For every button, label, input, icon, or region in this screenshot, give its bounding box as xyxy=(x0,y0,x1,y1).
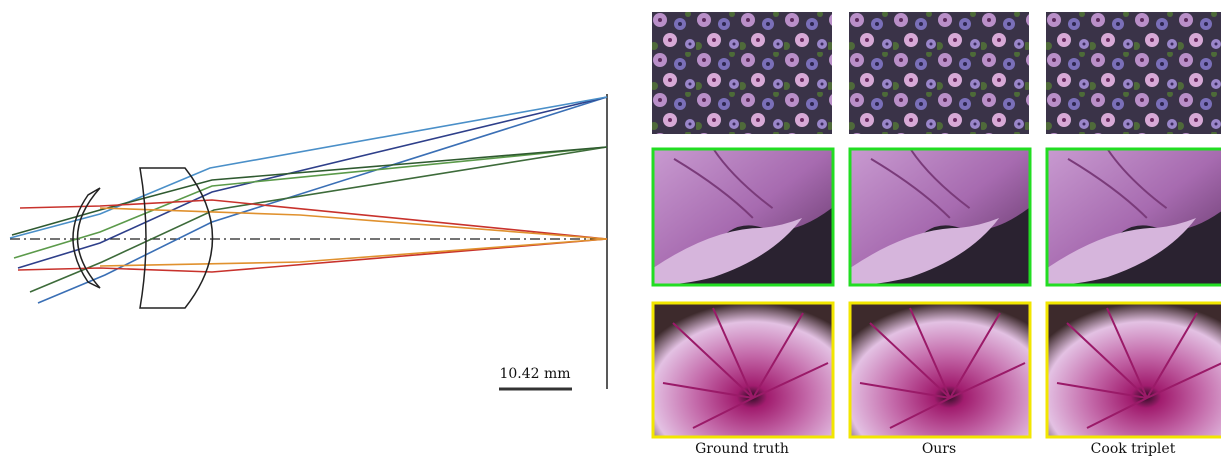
figure: 10.42 mm Ground truth Ours Cook triplet xyxy=(0,0,1221,462)
scale-label: 10.42 mm xyxy=(499,366,570,382)
column-caption: Ours xyxy=(922,441,956,457)
column-caption: Cook triplet xyxy=(1091,441,1176,457)
column-caption: Ground truth xyxy=(695,441,789,457)
image-grid xyxy=(652,12,1221,437)
column xyxy=(652,12,833,437)
column xyxy=(849,12,1030,437)
lens-elements xyxy=(73,168,213,308)
rays xyxy=(10,97,607,303)
column xyxy=(1046,12,1221,437)
